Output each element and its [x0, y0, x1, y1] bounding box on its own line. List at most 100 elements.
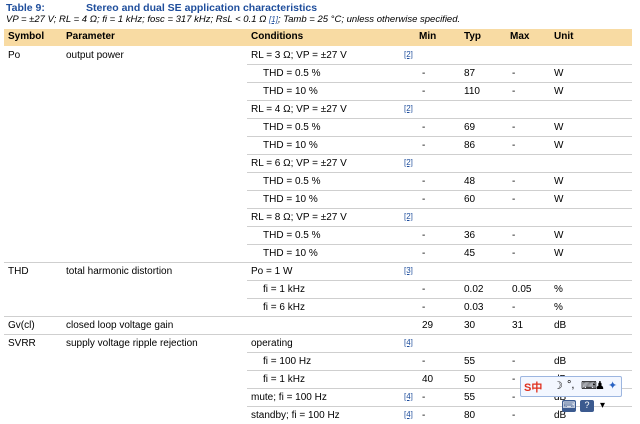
row-divider	[247, 226, 632, 227]
cell-typ: 55	[464, 356, 476, 367]
wrench-icon[interactable]: ✦	[608, 380, 618, 392]
cell-min: 29	[422, 320, 434, 331]
row-divider	[247, 190, 632, 191]
note-ref-link[interactable]: [2]	[404, 212, 413, 221]
table-row: THD = 0.5 % - 69 - W	[4, 118, 632, 136]
table-row: THD = 0.5 % - 87 - W	[4, 64, 632, 82]
row-divider	[247, 118, 632, 119]
cell-min: -	[422, 122, 426, 133]
cell-min: -	[422, 392, 426, 403]
cell-unit: dB	[554, 392, 567, 403]
cell-max: 31	[512, 320, 524, 331]
row-divider	[247, 154, 632, 155]
moon-icon[interactable]: ☽	[553, 380, 563, 392]
header-conditions: Conditions	[251, 31, 304, 42]
header-typ: Typ	[464, 31, 482, 42]
cell-max: -	[512, 248, 516, 259]
cell-conditions: fi = 6 kHz	[263, 302, 305, 313]
cell-typ: 48	[464, 176, 476, 187]
cell-conditions: THD = 0.5 %	[263, 68, 321, 79]
header-parameter: Parameter	[66, 31, 115, 42]
cell-symbol: Gv(cl)	[8, 320, 35, 331]
row-divider	[247, 388, 632, 389]
cell-max: -	[512, 410, 516, 421]
cell-typ: 60	[464, 194, 476, 205]
cell-unit: dB	[554, 356, 567, 367]
user-icon[interactable]: ♟	[595, 380, 605, 392]
note-ref-link[interactable]: [2]	[404, 104, 413, 113]
table-row: Gv(cl) closed loop voltage gain 29 30 31 dB	[4, 316, 632, 334]
header-symbol: Symbol	[8, 31, 45, 42]
chevron-down-icon[interactable]: ▾	[600, 400, 606, 411]
row-divider	[247, 172, 632, 173]
cell-max: 0.05	[512, 284, 532, 295]
conditions-text: VP = ±27 V; RL = 4 Ω; fi = 1 kHz; fosc =…	[6, 14, 270, 25]
table-row: mute; fi = 100 Hz [4] -55- dB	[4, 388, 632, 406]
cell-max: -	[512, 176, 516, 187]
cell-unit: W	[554, 230, 564, 241]
table-row: fi = 1 kHz - 0.02 0.05%	[4, 280, 632, 298]
note-ref-link[interactable]: [2]	[404, 158, 413, 167]
row-divider	[4, 262, 632, 263]
keyboard-icon[interactable]: ⌨	[581, 380, 597, 392]
table-number: Table 9:	[6, 2, 45, 14]
table-row: Po output power RL = 3 Ω; VP = ±27 V [2]	[4, 46, 632, 64]
cell-symbol: SVRR	[8, 338, 36, 349]
conditions-text-end: ; Tamb = 25 °C; unless otherwise specifi…	[277, 14, 461, 25]
cell-unit: W	[554, 86, 564, 97]
cell-conditions: THD = 10 %	[263, 248, 318, 259]
cell-min: -	[422, 356, 426, 367]
keyboard-icon[interactable]: ⌨	[562, 400, 576, 412]
cell-min: 40	[422, 374, 434, 385]
cell-min: -	[422, 248, 426, 259]
cell-unit: W	[554, 248, 564, 259]
note-ref-link[interactable]: [4]	[404, 338, 413, 347]
cell-min: -	[422, 410, 426, 421]
cell-max: -	[512, 68, 516, 79]
cell-conditions: THD = 0.5 %	[263, 122, 321, 133]
cell-typ: 86	[464, 140, 476, 151]
note-ref-link[interactable]: [2]	[404, 50, 413, 59]
cell-max: -	[512, 374, 516, 385]
cell-parameter: total harmonic distortion	[66, 266, 173, 277]
table-row: RL = 6 Ω; VP = ±27 V [2]	[4, 154, 632, 172]
cell-max: -	[512, 230, 516, 241]
help-icon[interactable]: ?	[580, 400, 594, 412]
cell-conditions: THD = 10 %	[263, 140, 318, 151]
cell-unit: W	[554, 68, 564, 79]
cell-typ: 55	[464, 392, 476, 403]
row-divider	[247, 64, 632, 65]
cell-conditions: fi = 1 kHz	[263, 374, 305, 385]
cell-max: -	[512, 356, 516, 367]
header-unit: Unit	[554, 31, 574, 42]
cell-conditions: THD = 10 %	[263, 86, 318, 97]
cell-typ: 69	[464, 122, 476, 133]
cell-conditions: THD = 0.5 %	[263, 230, 321, 241]
cell-min: -	[422, 68, 426, 79]
cell-typ: 110	[464, 86, 480, 97]
cell-typ: 87	[464, 68, 476, 79]
cell-typ: 80	[464, 410, 476, 421]
note-ref-link[interactable]: [1]	[269, 15, 278, 24]
cell-unit: %	[554, 284, 563, 295]
cell-min: -	[422, 194, 426, 205]
cell-min: -	[422, 284, 426, 295]
ime-mode-label[interactable]: S中	[524, 382, 543, 394]
cell-symbol: Po	[8, 50, 21, 61]
cell-typ: 0.02	[464, 284, 484, 295]
table-row: THD total harmonic distortion Po = 1 W [3]	[4, 262, 632, 280]
cell-conditions: THD = 0.5 %	[263, 176, 321, 187]
table-row: RL = 4 Ω; VP = ±27 V [2]	[4, 100, 632, 118]
ime-secondary-bar[interactable]: ⌨ ? ▾	[556, 398, 626, 415]
table-row: THD = 10 % - 60 - W	[4, 190, 632, 208]
note-ref-link[interactable]: [4]	[404, 392, 413, 401]
cell-symbol: THD	[8, 266, 29, 277]
cell-conditions: mute; fi = 100 Hz	[251, 392, 327, 403]
punctuation-icon[interactable]: °,	[567, 379, 575, 391]
cell-max: -	[512, 194, 516, 205]
row-divider	[247, 352, 632, 353]
note-ref-link[interactable]: [3]	[404, 266, 413, 275]
cell-typ: 36	[464, 230, 476, 241]
ime-toolbar[interactable]: S中 ☽ °, ⌨ ♟ ✦	[520, 376, 622, 397]
table-row: RL = 8 Ω; VP = ±27 V [2]	[4, 208, 632, 226]
